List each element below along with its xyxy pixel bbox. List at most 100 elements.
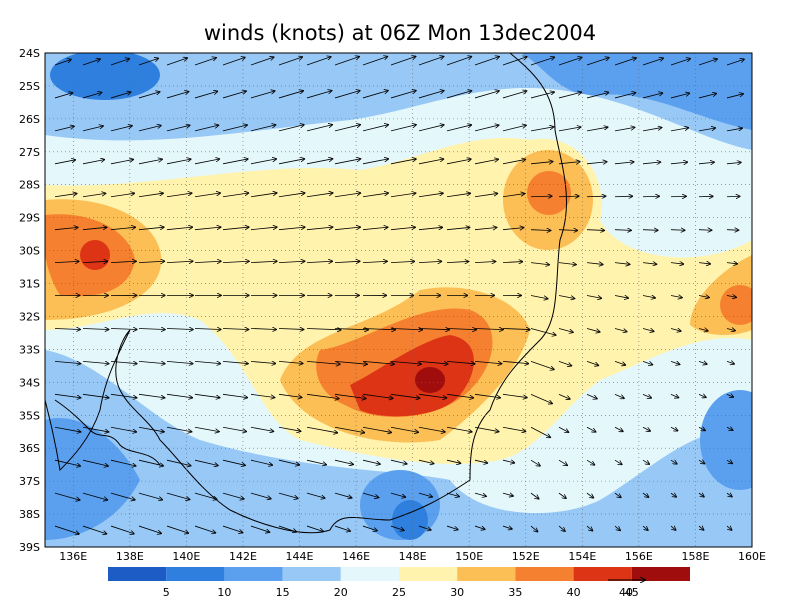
lat-label: 32S — [19, 310, 40, 323]
wind-arrow — [82, 261, 107, 262]
wind-arrow — [698, 94, 716, 99]
wind-arrow — [82, 59, 100, 66]
wind-arrow — [334, 328, 368, 329]
wind-arrow — [306, 91, 332, 99]
wind-arrow — [278, 492, 298, 498]
wind-arrow — [530, 393, 552, 403]
wind-arrow — [138, 193, 163, 198]
wind-arrow — [110, 525, 134, 534]
wind-arrow — [194, 58, 216, 66]
lat-label: 39S — [19, 541, 40, 554]
wind-arrow — [166, 525, 188, 533]
wind-arrow — [278, 125, 304, 132]
wind-arrow — [726, 394, 733, 397]
wind-arrow — [670, 128, 688, 132]
wind-arrow — [530, 127, 554, 132]
colorbar-swatch — [108, 567, 167, 581]
wind-arrow — [642, 296, 655, 298]
wind-arrow — [586, 492, 593, 498]
wind-arrow — [166, 492, 190, 499]
wind-arrow — [166, 426, 192, 431]
lat-label: 34S — [19, 376, 40, 389]
wind-arrow — [222, 459, 245, 465]
wind-arrow — [614, 58, 636, 66]
wind-arrow — [726, 128, 742, 132]
contour-field — [45, 53, 752, 547]
wind-arrow — [446, 227, 469, 229]
wind-arrow — [54, 227, 78, 229]
wind-arrow — [194, 159, 219, 165]
wind-arrow — [586, 295, 601, 299]
wind-arrow — [698, 526, 704, 530]
wind-arrow — [418, 492, 432, 497]
wind-arrow — [530, 92, 554, 99]
wind-arrow — [614, 426, 623, 431]
wind-arrow — [334, 125, 360, 132]
wind-arrow — [530, 230, 551, 231]
wind-arrow — [194, 459, 218, 465]
wind-arrow — [474, 57, 499, 66]
wind-arrow — [446, 193, 470, 198]
wind-arrow — [334, 227, 360, 231]
wind-arrow — [698, 162, 714, 164]
wind-arrow — [418, 125, 444, 132]
wind-arrow — [446, 328, 476, 329]
wind-arrow — [306, 492, 325, 498]
wind-arrow — [670, 162, 687, 164]
wind-arrow — [502, 194, 525, 198]
wind-arrow — [642, 328, 654, 331]
wind-arrow — [418, 227, 442, 229]
wind-arrow — [362, 159, 388, 165]
wind-arrow — [502, 159, 525, 165]
lat-label: 36S — [19, 442, 40, 455]
wind-arrow — [222, 193, 248, 198]
wind-arrow — [362, 525, 377, 531]
wind-arrow — [726, 94, 743, 99]
wind-arrow — [82, 92, 102, 99]
wind-arrow — [390, 125, 416, 132]
wind-arrow — [194, 193, 220, 198]
wind-arrow — [54, 160, 75, 165]
wind-arrow — [670, 394, 679, 397]
wind-arrow — [166, 393, 192, 397]
wind-arrow — [502, 57, 527, 66]
wind-arrow — [642, 230, 658, 231]
wind-arrow — [278, 525, 296, 532]
wind-arrow — [362, 227, 388, 231]
wind-arrow — [278, 57, 302, 66]
wind-arrow — [166, 261, 193, 262]
wind-arrow — [418, 193, 443, 198]
wind-arrow — [614, 393, 624, 398]
wind-arrow — [194, 227, 221, 231]
wind-arrow — [530, 459, 540, 466]
wind-arrow — [110, 328, 137, 329]
wind-vectors — [54, 57, 744, 535]
colorbar-label: 40 — [567, 586, 581, 599]
wind-arrow — [390, 393, 420, 398]
wind-arrow — [222, 159, 248, 165]
wind-arrow — [138, 393, 165, 397]
wind-arrow — [278, 159, 304, 165]
wind-arrow — [306, 426, 337, 433]
wind-arrow — [334, 459, 353, 464]
wind-arrow — [110, 361, 137, 363]
wind-arrow — [110, 261, 136, 262]
wind-arrow — [726, 526, 732, 530]
wind-arrow — [670, 361, 680, 364]
wind-arrow — [474, 159, 498, 165]
wind-arrow — [418, 426, 445, 432]
wind-arrow — [558, 162, 580, 164]
wind-arrow — [614, 263, 630, 265]
wind-arrow — [670, 328, 681, 331]
wind-arrow — [166, 227, 192, 231]
reference-vector-label: 40 — [619, 586, 633, 599]
wind-arrow — [250, 193, 277, 198]
wind-arrow — [54, 426, 81, 432]
lat-label: 38S — [19, 508, 40, 521]
wind-arrow — [558, 263, 576, 265]
wind-arrow — [642, 58, 663, 66]
wind-arrow — [250, 159, 276, 165]
wind-arrow — [82, 328, 109, 329]
wind-arrow — [222, 227, 249, 231]
wind-arrow — [166, 159, 191, 165]
